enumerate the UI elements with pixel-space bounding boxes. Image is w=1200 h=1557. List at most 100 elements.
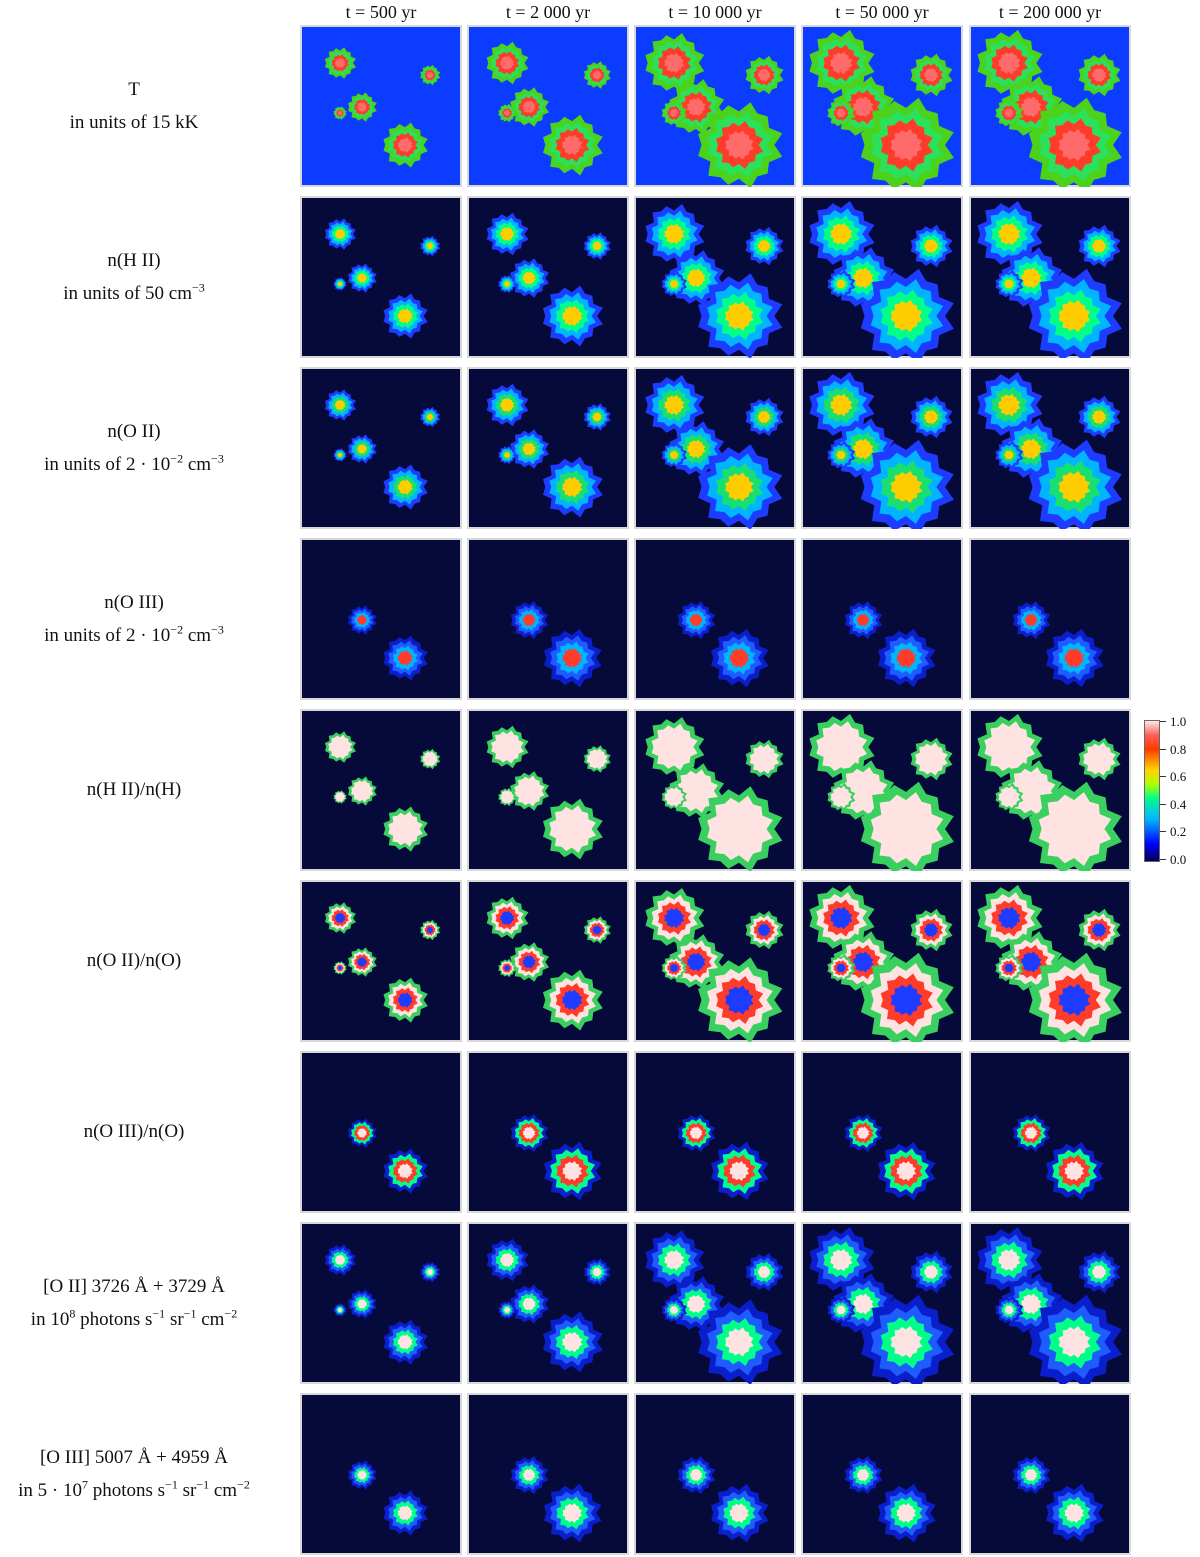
- units-exponent: 7: [81, 1477, 88, 1492]
- map-panel: [634, 1051, 796, 1213]
- row-label-title: n(H II): [107, 250, 161, 271]
- colorbar-tick: [1160, 776, 1166, 778]
- map-panel: [300, 709, 462, 871]
- colorbar-tick-label: 0.8: [1170, 741, 1187, 757]
- map-panel: [300, 1222, 462, 1384]
- row-label-units: in units of 2 · 10−2 cm−3: [0, 619, 268, 652]
- row-label-units: in 108 photons s−1 sr−1 cm−2: [0, 1303, 268, 1336]
- colorbar-tick: [1160, 831, 1166, 833]
- colorbar-tick-label: 0.2: [1170, 824, 1187, 840]
- row-label-title: n(O III): [104, 592, 164, 613]
- map-panel: [634, 1393, 796, 1555]
- column-header: t = 500 yr: [345, 2, 417, 22]
- units-exponent: −2: [170, 451, 184, 466]
- column-header: t = 10 000 yr: [668, 2, 762, 22]
- units-exponent: −2: [224, 1306, 238, 1321]
- map-panel: [467, 1222, 629, 1384]
- map-panel: [300, 25, 462, 187]
- units-text: photons s: [75, 1309, 153, 1330]
- column-header: t = 2 000 yr: [505, 2, 591, 22]
- units-exponent: −1: [183, 1306, 197, 1321]
- column-header: t = 50 000 yr: [835, 2, 929, 22]
- map-panel: [300, 880, 462, 1042]
- units-text: cm: [209, 1480, 238, 1501]
- units-text: in units of 2 · 10: [44, 625, 171, 646]
- row-label-title: [O III] 5007 Å + 4959 Å: [39, 1447, 228, 1468]
- map-panel: [969, 709, 1131, 871]
- map-panel: [634, 25, 796, 187]
- units-text: sr: [177, 1480, 197, 1501]
- map-panel: [969, 1051, 1131, 1213]
- colorbar-tick-label: 1.0: [1170, 714, 1187, 729]
- map-panel: [300, 1051, 462, 1213]
- map-panel: [634, 709, 796, 871]
- colorbar-tick-label: 0.6: [1170, 769, 1187, 785]
- row-label-units: in units of 15 kK: [0, 106, 268, 139]
- row-label-title: n(O II): [107, 421, 161, 442]
- map-panel: [801, 880, 963, 1042]
- map-panel: [300, 538, 462, 700]
- column-header: t = 200 000 yr: [998, 2, 1102, 22]
- colorbar: [1144, 720, 1160, 862]
- row-label-units: in 5 · 107 photons s−1 sr−1 cm−2: [0, 1474, 268, 1507]
- units-text: cm: [183, 454, 212, 475]
- units-text: in 5 · 10: [18, 1480, 82, 1501]
- row-label: n(H II) in units of 50 cm−3: [0, 244, 268, 310]
- colorbar-tick: [1160, 803, 1166, 805]
- map-panel: [969, 367, 1131, 529]
- colorbar-tick-label: 0.0: [1170, 852, 1187, 867]
- units-text: cm: [196, 1309, 225, 1330]
- map-panel: [969, 25, 1131, 187]
- map-panel: [467, 25, 629, 187]
- row-label-title: [O II] 3726 Å + 3729 Å: [43, 1276, 225, 1297]
- map-panel: [634, 1222, 796, 1384]
- row-label-title: n(H II)/n(H): [86, 779, 182, 800]
- map-panel: [801, 367, 963, 529]
- units-exponent: −2: [237, 1477, 250, 1492]
- map-panel: [467, 709, 629, 871]
- row-label: n(O III)/n(O): [0, 1115, 268, 1148]
- row-label: n(O II)/n(O): [0, 944, 268, 977]
- units-text: in 10: [30, 1309, 70, 1330]
- colorbar-tick: [1160, 748, 1166, 750]
- row-label-title: T: [128, 79, 140, 100]
- units-text: photons s: [87, 1480, 166, 1501]
- map-panel: [467, 367, 629, 529]
- map-panel: [801, 1393, 963, 1555]
- colorbar-tick-label: 0.4: [1170, 796, 1187, 812]
- colorbar-tick: [1160, 859, 1166, 860]
- map-panel: [634, 367, 796, 529]
- colorbar-tick: [1160, 721, 1166, 722]
- map-panel: [801, 709, 963, 871]
- map-panel: [969, 538, 1131, 700]
- map-panel: [801, 538, 963, 700]
- units-exponent: −1: [152, 1306, 166, 1321]
- units-exponent: −1: [196, 1477, 210, 1492]
- row-label: n(H II)/n(H): [0, 773, 268, 806]
- map-panel: [801, 1222, 963, 1384]
- row-label-title: n(O II)/n(O): [86, 950, 182, 971]
- row-label-units: in units of 2 · 10−2 cm−3: [0, 448, 268, 481]
- map-panel: [467, 538, 629, 700]
- map-panel: [634, 196, 796, 358]
- units-exponent: −3: [192, 280, 205, 295]
- map-panel: [300, 196, 462, 358]
- map-panel: [969, 1393, 1131, 1555]
- map-panel: [801, 1051, 963, 1213]
- map-panel: [969, 196, 1131, 358]
- row-label: [O III] 5007 Å + 4959 Å in 5 · 107 photon…: [0, 1441, 268, 1507]
- units-exponent: −1: [165, 1477, 178, 1492]
- map-panel: [801, 25, 963, 187]
- units-exponent: −3: [211, 622, 224, 637]
- units-text: in units of 15 kK: [69, 112, 199, 133]
- row-label: n(O II) in units of 2 · 10−2 cm−3: [0, 415, 268, 481]
- row-label: n(O III) in units of 2 · 10−2 cm−3: [0, 586, 268, 652]
- units-text: sr: [165, 1309, 184, 1330]
- units-exponent: 8: [69, 1306, 76, 1321]
- units-text: cm: [183, 625, 212, 646]
- units-text: in units of 50 cm: [63, 283, 192, 304]
- map-panel: [300, 1393, 462, 1555]
- map-panel: [634, 538, 796, 700]
